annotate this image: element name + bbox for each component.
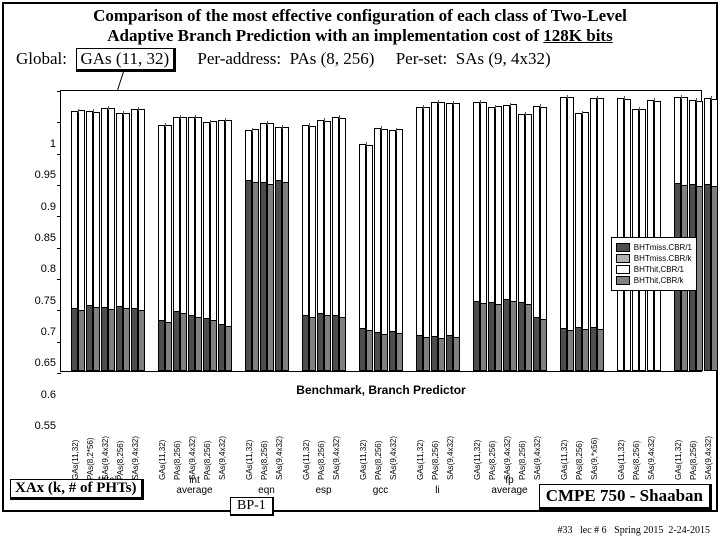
footer-meta: #33 lec # 6 Spring 2015 2-24-2015 — [558, 525, 711, 536]
course-label: CMPE 750 - Shaaban — [539, 484, 712, 510]
peraddr-label: Per-address: — [197, 49, 281, 69]
title-line2: Adaptive Branch Prediction with an imple… — [10, 26, 710, 46]
legend: BHTmiss.CBR/1BHTmiss.CBR/kBHThit,CBR/1BH… — [611, 237, 697, 291]
bar-chart: Prediction Accuracy 0.550.60.650.70.750.… — [10, 82, 710, 498]
x-axis-label: Benchmark, Branch Predictor — [296, 383, 465, 397]
peraddr-value: PAs (8, 256) — [290, 49, 375, 69]
bp-label: BP-1 — [230, 497, 274, 516]
xax-note: XAx (k, # of PHTs) — [10, 479, 144, 500]
global-label: Global: — [16, 49, 67, 69]
perset-value: SAs (9, 4x32) — [456, 49, 551, 69]
title-line1: Comparison of the most effective configu… — [10, 6, 710, 26]
global-value: GAs (11, 32) — [76, 48, 177, 72]
perset-label: Per-set: — [396, 49, 448, 69]
